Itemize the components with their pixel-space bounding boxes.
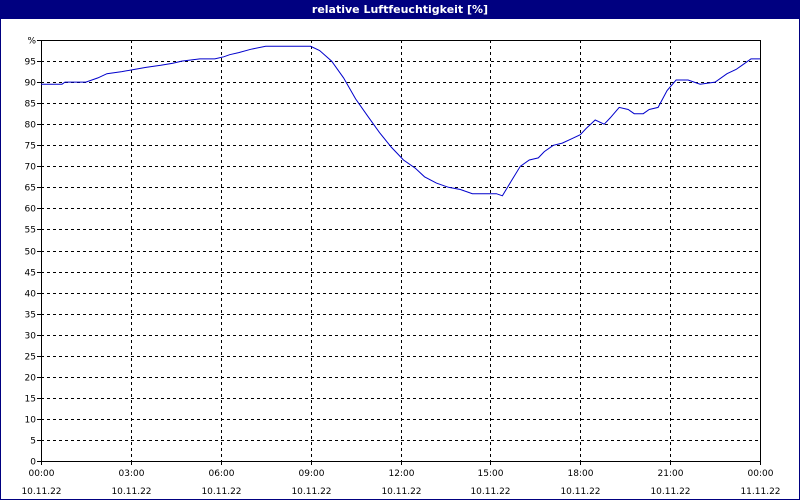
x-tick-date: 10.11.22 — [650, 487, 690, 497]
y-tick-label: 30 — [25, 332, 37, 342]
x-tick-date: 10.11.22 — [381, 487, 421, 497]
y-tick-label: % — [27, 37, 36, 47]
x-tick-time: 00:00 — [748, 469, 774, 479]
y-tick-label: 20 — [25, 374, 37, 384]
grid — [41, 40, 760, 461]
x-tick-date: 10.11.22 — [560, 487, 600, 497]
x-tick-time: 06:00 — [209, 469, 235, 479]
x-tick-date: 10.11.22 — [291, 487, 331, 497]
y-tick-label: 90 — [25, 79, 37, 89]
y-tick-label: 55 — [25, 226, 36, 236]
x-tick-time: 15:00 — [478, 469, 504, 479]
x-tick-date: 10.11.22 — [21, 487, 61, 497]
y-tick-label: 40 — [25, 290, 37, 300]
x-tick-time: 18:00 — [568, 469, 594, 479]
x-tick-date: 10.11.22 — [201, 487, 241, 497]
y-tick-label: 15 — [25, 395, 36, 405]
axes — [37, 40, 761, 465]
x-tick-time: 21:00 — [658, 469, 684, 479]
y-tick-label: 10 — [25, 416, 37, 426]
y-tick-label: 85 — [25, 100, 36, 110]
y-tick-label: 35 — [25, 311, 36, 321]
y-tick-label: 0 — [30, 458, 36, 468]
x-tick-date: 10.11.22 — [470, 487, 510, 497]
y-tick-labels: 0 5 10 15 20 25 30 35 40 45 50 55 60 65 70 75 80 85 90 95% — [25, 37, 37, 468]
humidity-series-line — [41, 45, 760, 197]
x-tick-labels: 00:00 10.11.22 03:00 10.11.22 06:00 10.11.22 0… — [21, 469, 780, 497]
y-tick-label: 50 — [25, 248, 37, 258]
x-tick-time: 12:00 — [389, 469, 415, 479]
y-tick-label: 25 — [25, 353, 36, 363]
x-tick-time: 00:00 — [29, 469, 55, 479]
x-tick-time: 03:00 — [119, 469, 145, 479]
y-tick-label: 95 — [25, 58, 36, 68]
y-tick-label: 65 — [25, 184, 36, 194]
series — [41, 45, 760, 197]
y-tick-label: 5 — [30, 437, 36, 447]
y-tick-label: 70 — [25, 163, 37, 173]
y-tick-label: 80 — [25, 121, 37, 131]
y-tick-label: 45 — [25, 269, 36, 279]
y-tick-label: 60 — [25, 205, 37, 215]
x-tick-date: 10.11.22 — [111, 487, 151, 497]
x-tick-date: 11.11.22 — [740, 487, 780, 497]
y-tick-label: 75 — [25, 142, 36, 152]
x-tick-time: 09:00 — [299, 469, 325, 479]
chart-title: relative Luftfeuchtigkeit [%] — [1, 1, 799, 19]
